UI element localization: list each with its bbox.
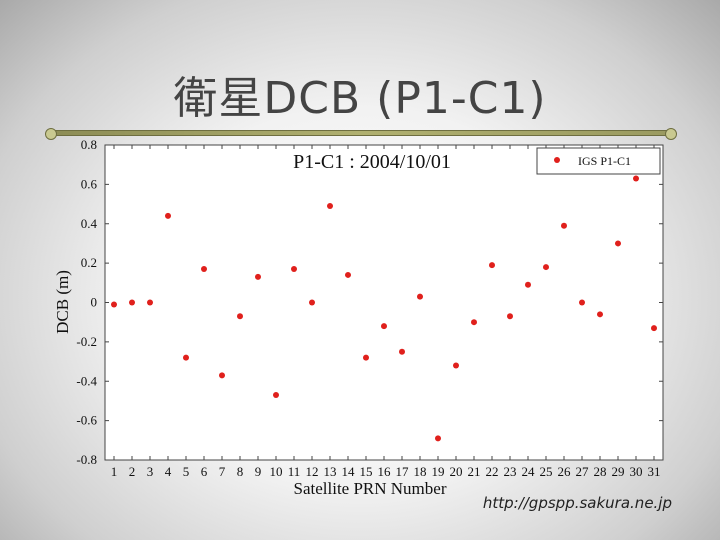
x-tick-label: 1: [111, 464, 118, 479]
data-point: [345, 271, 351, 278]
x-tick-label: 13: [324, 464, 337, 479]
x-tick-label: 15: [360, 464, 373, 479]
divider-right-end: [665, 128, 677, 140]
legend-label: IGS P1-C1: [578, 154, 631, 168]
data-point: [597, 311, 603, 318]
data-point: [327, 203, 333, 210]
x-tick-label: 7: [219, 464, 226, 479]
data-point: [651, 325, 657, 332]
data-point: [363, 354, 369, 361]
source-url: http://gpspp.sakura.ne.jp: [482, 494, 672, 512]
x-tick-label: 26: [558, 464, 572, 479]
y-tick-label: 0.4: [81, 216, 98, 231]
y-tick-label: -0.2: [76, 334, 97, 349]
legend-box: IGS P1-C1: [536, 147, 661, 175]
divider-left-end: [45, 128, 57, 140]
data-point: [129, 299, 135, 306]
data-point: [561, 222, 567, 229]
data-point: [399, 348, 405, 355]
data-point: [291, 266, 297, 273]
chart-title: P1-C1 : 2004/10/01: [293, 151, 451, 173]
y-axis-ticks: 0.8 0.6 0.4 0.2 0 -0.2 -0.4 -0.6 -0.8: [76, 137, 663, 467]
x-tick-label: 8: [237, 464, 244, 479]
data-point: [471, 319, 477, 326]
slide-title: 衛星DCB (P1-C1): [173, 73, 547, 124]
data-point: [219, 372, 225, 379]
data-point: [111, 301, 117, 308]
data-point: [579, 299, 585, 306]
data-point: [489, 262, 495, 269]
data-point: [183, 354, 189, 361]
data-point: [147, 299, 153, 306]
data-point: [633, 175, 639, 182]
data-point: [237, 313, 243, 320]
data-point: [543, 264, 549, 271]
data-point: [381, 323, 387, 330]
y-tick-label: 0.8: [81, 137, 97, 152]
data-point: [453, 362, 459, 369]
x-tick-label: 30: [630, 464, 643, 479]
data-point: [255, 273, 261, 280]
x-tick-label: 20: [450, 464, 463, 479]
x-tick-label: 28: [594, 464, 607, 479]
x-tick-label: 4: [165, 464, 172, 479]
legend-marker: [554, 157, 560, 163]
data-point: [273, 392, 279, 399]
x-tick-label: 9: [255, 464, 262, 479]
y-tick-label: -0.4: [76, 373, 97, 388]
x-tick-label: 17: [396, 464, 410, 479]
x-tick-label: 18: [414, 464, 427, 479]
x-tick-label: 24: [522, 464, 536, 479]
y-axis-label: DCB (m): [53, 270, 72, 334]
x-tick-label: 5: [183, 464, 190, 479]
x-tick-label: 31: [648, 464, 661, 479]
x-tick-label: 22: [486, 464, 499, 479]
x-tick-label: 25: [540, 464, 553, 479]
data-point: [309, 299, 315, 306]
x-tick-label: 14: [342, 464, 356, 479]
x-axis-ticks: 1 2 3 4 5 6 7 8 9 10 11 12 13 14 15 16 17 18 19 20 21 22 23 24 2…: [111, 145, 661, 479]
y-tick-label: 0.2: [81, 255, 97, 270]
y-tick-label: -0.8: [76, 452, 97, 467]
data-point: [507, 313, 513, 320]
plot-area: [104, 144, 664, 461]
x-tick-label: 10: [270, 464, 283, 479]
y-tick-label: -0.6: [76, 413, 97, 428]
x-tick-label: 6: [201, 464, 208, 479]
data-point: [615, 240, 621, 247]
data-points: [111, 175, 657, 442]
y-tick-label: 0: [91, 295, 98, 310]
data-point: [525, 281, 531, 288]
x-tick-label: 29: [612, 464, 625, 479]
x-tick-label: 11: [288, 464, 301, 479]
x-tick-label: 3: [147, 464, 154, 479]
x-tick-label: 19: [432, 464, 445, 479]
data-point: [165, 212, 171, 219]
x-axis-label: Satellite PRN Number: [294, 479, 447, 498]
x-tick-label: 27: [576, 464, 590, 479]
x-tick-label: 23: [504, 464, 517, 479]
x-tick-label: 21: [468, 464, 481, 479]
data-point: [417, 293, 423, 300]
x-tick-label: 12: [306, 464, 319, 479]
x-tick-label: 2: [129, 464, 136, 479]
data-point: [435, 435, 441, 442]
x-tick-label: 16: [378, 464, 392, 479]
data-point: [201, 266, 207, 273]
y-tick-label: 0.6: [81, 176, 98, 191]
